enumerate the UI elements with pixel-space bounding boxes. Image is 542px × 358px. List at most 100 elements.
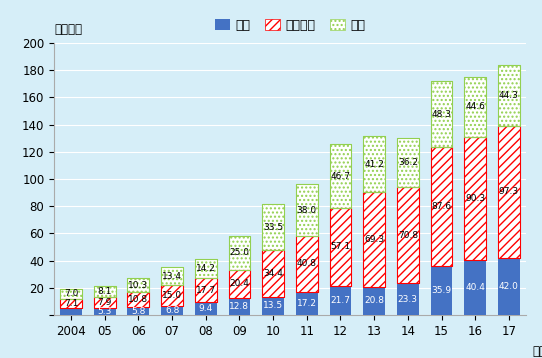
Bar: [161, 285, 183, 306]
Bar: [464, 137, 486, 260]
Bar: [127, 279, 150, 292]
Bar: [296, 184, 318, 236]
Bar: [430, 147, 453, 266]
Text: 44.3: 44.3: [499, 91, 519, 100]
Bar: [60, 308, 82, 315]
Bar: [229, 270, 250, 297]
Bar: [330, 208, 351, 286]
Text: 44.6: 44.6: [465, 102, 485, 111]
Bar: [229, 297, 250, 315]
Text: 46.7: 46.7: [331, 171, 351, 180]
Bar: [430, 147, 453, 266]
Bar: [161, 285, 183, 306]
Bar: [464, 260, 486, 315]
Text: 12.8: 12.8: [229, 302, 249, 311]
Text: 21.7: 21.7: [331, 296, 351, 305]
Text: （年）: （年）: [532, 345, 542, 358]
Bar: [195, 278, 217, 302]
Bar: [363, 287, 385, 315]
Legend: 特許, 実用新案, 意匠: 特許, 実用新案, 意匠: [210, 14, 370, 37]
Bar: [464, 137, 486, 260]
Bar: [498, 258, 520, 315]
Text: 57.1: 57.1: [331, 242, 351, 251]
Bar: [161, 267, 183, 285]
Bar: [161, 306, 183, 315]
Bar: [330, 144, 351, 208]
Text: 41.2: 41.2: [364, 160, 384, 169]
Bar: [60, 299, 82, 308]
Bar: [262, 297, 284, 315]
Text: 14.2: 14.2: [196, 264, 216, 273]
Bar: [498, 126, 520, 258]
Text: 6.8: 6.8: [165, 306, 179, 315]
Bar: [498, 65, 520, 126]
Bar: [397, 187, 419, 283]
Bar: [363, 136, 385, 193]
Text: 36.2: 36.2: [398, 158, 418, 167]
Bar: [498, 65, 520, 126]
Bar: [195, 302, 217, 315]
Bar: [430, 81, 453, 147]
Text: 10.8: 10.8: [128, 295, 149, 304]
Text: 10.3: 10.3: [128, 281, 149, 290]
Text: （万件）: （万件）: [54, 23, 82, 36]
Bar: [262, 250, 284, 297]
Bar: [330, 208, 351, 286]
Bar: [94, 286, 115, 297]
Text: 9.4: 9.4: [198, 304, 213, 313]
Text: 23.3: 23.3: [398, 295, 418, 304]
Text: 25.0: 25.0: [229, 248, 249, 257]
Bar: [127, 307, 150, 315]
Bar: [330, 286, 351, 315]
Text: 20.4: 20.4: [229, 279, 249, 288]
Bar: [363, 193, 385, 287]
Bar: [397, 187, 419, 283]
Text: 90.3: 90.3: [465, 194, 485, 203]
Bar: [397, 138, 419, 187]
Text: 20.8: 20.8: [364, 296, 384, 305]
Text: 48.3: 48.3: [431, 110, 451, 118]
Text: 15.0: 15.0: [162, 291, 182, 300]
Bar: [397, 283, 419, 315]
Text: 13.4: 13.4: [162, 272, 182, 281]
Bar: [464, 77, 486, 137]
Bar: [127, 292, 150, 307]
Bar: [464, 77, 486, 137]
Bar: [229, 236, 250, 270]
Text: 69.3: 69.3: [364, 235, 384, 244]
Bar: [262, 204, 284, 250]
Bar: [94, 297, 115, 308]
Text: 5.8: 5.8: [131, 306, 146, 316]
Text: 13.5: 13.5: [263, 301, 283, 310]
Text: 70.8: 70.8: [398, 231, 418, 240]
Bar: [94, 297, 115, 308]
Bar: [94, 286, 115, 297]
Text: 35.9: 35.9: [431, 286, 451, 295]
Text: 33.5: 33.5: [263, 223, 283, 232]
Text: 8.1: 8.1: [98, 287, 112, 296]
Text: 5.3: 5.3: [98, 307, 112, 316]
Bar: [60, 289, 82, 299]
Bar: [229, 270, 250, 297]
Bar: [60, 299, 82, 308]
Bar: [397, 138, 419, 187]
Bar: [430, 266, 453, 315]
Bar: [161, 267, 183, 285]
Bar: [430, 81, 453, 147]
Bar: [363, 136, 385, 193]
Bar: [195, 278, 217, 302]
Bar: [229, 236, 250, 270]
Bar: [195, 259, 217, 278]
Bar: [498, 126, 520, 258]
Bar: [127, 279, 150, 292]
Text: 7.0: 7.0: [64, 290, 78, 299]
Bar: [296, 184, 318, 236]
Text: 17.2: 17.2: [297, 299, 317, 308]
Text: 87.6: 87.6: [431, 202, 451, 211]
Bar: [296, 236, 318, 292]
Bar: [127, 292, 150, 307]
Bar: [363, 193, 385, 287]
Bar: [262, 204, 284, 250]
Text: 7.9: 7.9: [98, 298, 112, 307]
Bar: [195, 259, 217, 278]
